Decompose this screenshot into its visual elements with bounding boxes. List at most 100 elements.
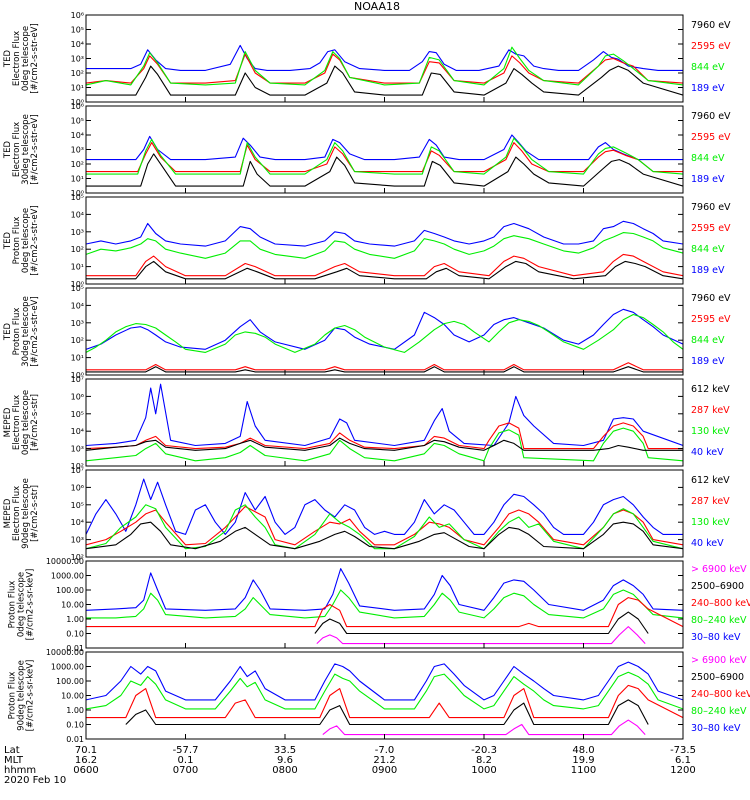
x-tick-label-mlt: 6.1 (675, 755, 691, 766)
x-tick-label-hhmm: 1100 (571, 765, 596, 776)
y-tick-label: 10⁶ (71, 102, 84, 111)
series-line-2 (86, 671, 683, 710)
legend-entry: 2595 eV (691, 314, 731, 325)
y-tick-label: 10⁰ (71, 98, 84, 107)
series-line-1 (86, 308, 683, 350)
y-axis-label: MEPED (3, 407, 13, 437)
y-tick-label: 100.00 (56, 586, 84, 595)
y-tick-label: 10⁵ (71, 26, 84, 35)
legend-entry: > 6900 keV (691, 655, 747, 666)
y-tick-label: 10³ (71, 228, 84, 237)
plot-frame (85, 105, 684, 194)
y-axis-label: Proton Flux (12, 217, 22, 265)
legend-entry: 130 keV (691, 517, 730, 528)
y-tick-label: 10⁷ (71, 375, 84, 384)
y-tick-label: 1000.00 (51, 572, 84, 581)
series-line-3 (86, 362, 683, 371)
y-tick-label: 10¹ (71, 84, 84, 93)
y-tick-label: 10³ (71, 536, 84, 545)
series-line-3 (86, 46, 683, 86)
series-line-4 (314, 611, 649, 635)
y-axis-label: TED (3, 231, 13, 250)
x-tick-label-hhmm: 0900 (372, 765, 397, 776)
x-row-label-hhmm: hhmm (4, 765, 36, 776)
legend-entry: 189 eV (691, 174, 725, 185)
series-line-1 (86, 220, 683, 247)
y-tick-label: 10⁵ (71, 410, 84, 419)
legend-entry: 189 eV (691, 356, 725, 367)
legend-entry: 2595 eV (691, 223, 731, 234)
y-tick-label: 10² (71, 553, 84, 562)
y-tick-label: 10² (71, 245, 84, 254)
series-line-2 (86, 505, 683, 546)
y-tick-label: 10⁴ (71, 210, 84, 219)
y-tick-label: 10¹ (71, 263, 84, 272)
y-tick-label: 10⁰ (71, 189, 84, 198)
y-tick-label: 0.10 (66, 630, 84, 639)
series-group (86, 478, 683, 550)
plot-frame (85, 14, 684, 103)
series-line-5 (322, 719, 646, 736)
plot-frame (85, 469, 684, 558)
series-group (86, 383, 683, 462)
panel-4: 10⁰ 10¹ 10² 10³ 10⁴ 10⁵ TED Proton Flux 30deg te… (3, 284, 731, 380)
x-tick-label-mlt: 8.2 (476, 755, 492, 766)
y-tick-label: 100.00 (56, 677, 84, 686)
y-tick-label: 10³ (71, 319, 84, 328)
y-axis-label: Electron Flux (12, 122, 22, 177)
y-axis-label: 30deg telescope (21, 114, 31, 185)
x-tick-label-lat: 70.1 (75, 745, 97, 756)
legend-entry: 80–240 keV (691, 706, 747, 717)
y-tick-label: 10.00 (61, 692, 84, 701)
series-line-1 (86, 44, 683, 71)
y-axis-label: [#/cm2-s-str] (30, 485, 40, 542)
y-tick-label: 10⁶ (71, 11, 84, 20)
series-line-4 (86, 260, 683, 280)
legend-entry: 844 eV (691, 153, 725, 164)
y-tick-label: 10⁰ (71, 280, 84, 289)
y-tick-label: 10⁵ (71, 284, 84, 293)
series-line-3 (86, 597, 683, 628)
legend-entry: 130 keV (691, 426, 730, 437)
legend-entry: 240–800 keV (691, 689, 750, 700)
y-tick-label: 1.00 (66, 615, 84, 624)
y-tick-label: 10⁷ (71, 466, 84, 475)
series-line-4 (125, 699, 649, 726)
plot-frame (85, 378, 684, 467)
y-axis-label: [#/cm2-s-str-eV] (30, 205, 40, 275)
y-tick-label: 10⁴ (71, 518, 84, 527)
series-line-5 (316, 626, 646, 645)
series-line-2 (86, 589, 683, 619)
y-axis-label: TED (3, 322, 13, 341)
series-line-4 (86, 65, 683, 96)
y-axis-label: TED (3, 49, 13, 68)
y-axis-label: [#/cm2-s-str] (30, 394, 40, 451)
x-tick-label-mlt: 16.2 (75, 755, 97, 766)
series-line-1 (86, 661, 683, 701)
series-line-2 (86, 232, 683, 259)
y-tick-label: 10⁵ (71, 501, 84, 510)
y-axis-label: 0deg telescope (21, 390, 31, 455)
legend-entry: 844 eV (691, 244, 725, 255)
legend-entry: > 6900 keV (691, 564, 747, 575)
x-tick-label-lat: -20.3 (471, 745, 497, 756)
x-tick-label-hhmm: 0700 (173, 765, 198, 776)
series-line-1 (86, 383, 683, 447)
y-axis-label: MEPED (3, 498, 13, 528)
y-tick-label: 10³ (71, 55, 84, 64)
panel-3: 10⁰ 10¹ 10² 10³ 10⁴ 10⁵ TED Proton Flux 0deg tel… (3, 193, 731, 289)
y-tick-label: 1000.00 (51, 663, 84, 672)
x-row-label-lat: Lat (4, 745, 20, 756)
y-tick-label: 10⁴ (71, 427, 84, 436)
legend-entry: 30–80 keV (691, 723, 741, 734)
y-axis-label: Electron Flux (12, 31, 22, 86)
legend-entry: 2595 eV (691, 132, 731, 143)
series-group (86, 44, 683, 96)
series-line-3 (86, 253, 683, 277)
y-axis-label: [#/cm2-s-sr-keV] (26, 569, 36, 641)
series-line-4 (86, 437, 683, 451)
